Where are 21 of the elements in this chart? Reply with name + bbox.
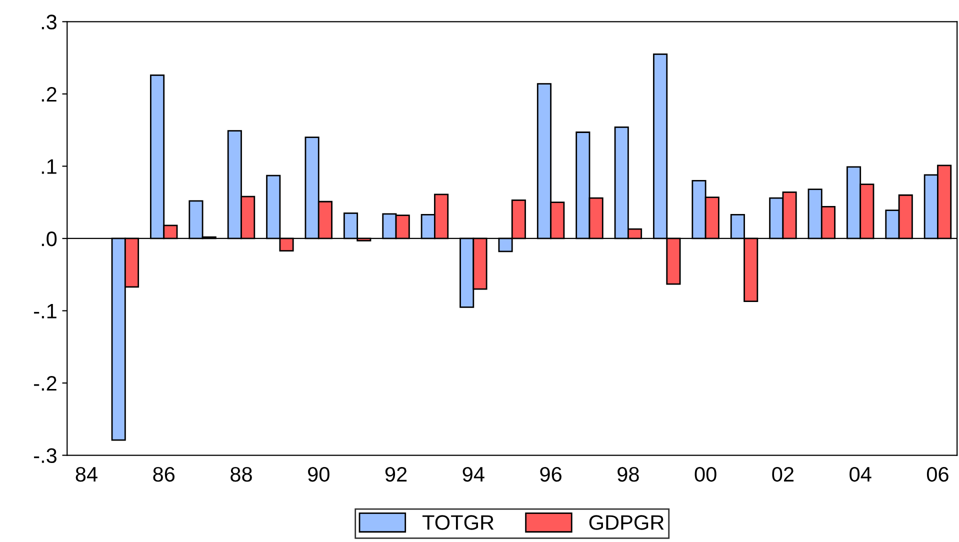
y-tick-label: .0 <box>42 231 57 246</box>
x-tick-label: 94 <box>462 466 484 482</box>
y-tick-label: -.3 <box>34 448 56 464</box>
x-tick-label: 02 <box>772 466 794 482</box>
y-tick-label: .3 <box>42 14 56 30</box>
legend-label: TOTGR <box>422 515 494 530</box>
y-tick-label: -.1 <box>34 304 56 318</box>
x-tick-label: 96 <box>540 466 562 482</box>
x-tick-label: 06 <box>926 466 948 482</box>
x-tick-label: 88 <box>230 466 252 482</box>
y-tick-label: -.2 <box>34 376 56 391</box>
legend-label: GDPGR <box>589 515 664 530</box>
x-tick-label: 84 <box>76 466 98 482</box>
x-tick-label: 04 <box>850 466 872 482</box>
x-tick-label: 92 <box>385 466 407 482</box>
y-tick-label: .2 <box>42 86 56 102</box>
x-tick-label: 90 <box>308 466 330 482</box>
x-tick-label: 86 <box>153 466 175 482</box>
x-tick-label: 98 <box>618 466 639 482</box>
x-tick-label: 00 <box>694 466 716 482</box>
y-tick-label: .1 <box>42 159 56 174</box>
